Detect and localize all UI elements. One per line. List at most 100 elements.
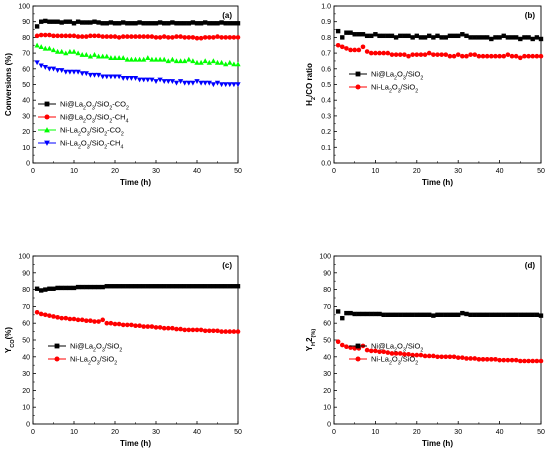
data-point	[71, 69, 77, 75]
data-point	[108, 74, 114, 80]
data-point	[157, 56, 163, 62]
data-point	[104, 21, 109, 26]
data-point	[186, 56, 192, 62]
data-point	[157, 35, 163, 40]
data-point	[364, 33, 370, 39]
panel-label: (b)	[525, 11, 536, 20]
data-point	[484, 53, 490, 59]
series	[335, 42, 544, 61]
data-point	[505, 35, 511, 40]
data-point	[194, 35, 200, 41]
data-point	[505, 52, 511, 57]
data-point	[526, 53, 531, 59]
data-point	[377, 33, 382, 39]
data-point	[203, 20, 208, 25]
data-point	[211, 35, 216, 40]
data-point	[166, 284, 171, 289]
data-point	[67, 48, 73, 54]
data-point	[96, 33, 101, 39]
data-point	[137, 20, 142, 25]
data-point	[71, 33, 77, 39]
data-point	[71, 285, 77, 291]
data-point	[55, 315, 60, 320]
data-point	[517, 55, 523, 61]
data-point	[476, 357, 482, 362]
y-tick-label: 100	[18, 254, 30, 261]
y-tick-label: 0	[26, 161, 30, 168]
data-point	[410, 352, 415, 358]
data-point	[356, 311, 362, 317]
data-point	[87, 72, 94, 78]
data-point	[170, 35, 175, 40]
data-point	[431, 313, 436, 318]
data-point	[501, 357, 507, 363]
data-point	[177, 79, 184, 84]
data-point	[344, 344, 349, 350]
data-point	[393, 312, 399, 317]
data-point	[133, 284, 138, 289]
data-point	[84, 284, 89, 290]
data-point	[472, 356, 478, 361]
series	[34, 284, 241, 293]
data-point	[42, 45, 48, 51]
data-point	[447, 354, 453, 360]
data-point	[174, 21, 179, 26]
data-point	[80, 20, 85, 25]
data-point	[339, 342, 345, 348]
data-point	[67, 316, 73, 322]
data-point	[480, 357, 486, 362]
data-point	[368, 348, 374, 354]
data-point	[335, 28, 341, 34]
data-point	[468, 312, 473, 317]
data-point	[79, 317, 85, 323]
data-point	[231, 284, 237, 289]
data-point	[38, 44, 44, 50]
data-point	[352, 32, 357, 37]
data-point	[165, 58, 171, 64]
data-point	[513, 312, 519, 317]
data-point	[51, 314, 56, 319]
data-point	[182, 327, 188, 333]
data-point	[426, 50, 432, 56]
data-point	[141, 284, 146, 289]
data-point	[161, 79, 167, 84]
legend-marker	[44, 127, 50, 133]
data-point	[451, 33, 457, 39]
data-point	[369, 311, 374, 317]
x-tick-label: 40	[193, 168, 201, 175]
legend-entry: Ni-La2O3/SiO2	[371, 83, 418, 95]
data-point	[112, 321, 118, 327]
data-point	[489, 53, 494, 59]
data-point	[235, 82, 241, 88]
data-point	[108, 55, 114, 61]
data-point	[182, 35, 188, 40]
data-point	[538, 36, 544, 42]
data-point	[464, 33, 469, 39]
data-point	[182, 284, 187, 289]
data-point	[63, 33, 69, 39]
data-point	[104, 320, 110, 326]
data-point	[203, 284, 208, 289]
data-point	[431, 52, 436, 57]
data-point	[39, 288, 44, 293]
data-point	[157, 325, 163, 330]
data-point	[410, 35, 415, 40]
data-point	[219, 20, 224, 25]
data-point	[165, 79, 171, 84]
data-point	[88, 284, 93, 290]
y-tick-label: 50	[323, 338, 331, 345]
data-point	[47, 32, 52, 38]
data-point	[137, 323, 142, 329]
data-point	[397, 351, 403, 356]
data-point	[190, 20, 196, 25]
legend-marker	[355, 71, 361, 77]
data-point	[75, 19, 81, 24]
data-point	[170, 284, 175, 289]
data-point	[427, 33, 432, 39]
x-axis-label: Time (h)	[120, 178, 151, 187]
data-point	[231, 35, 237, 40]
data-point	[414, 312, 419, 317]
data-point	[489, 312, 494, 317]
